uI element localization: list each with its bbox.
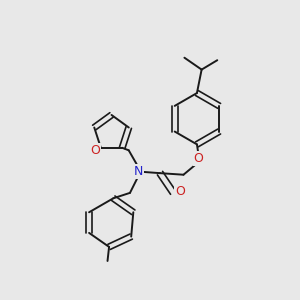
Text: N: N <box>134 165 143 178</box>
Text: O: O <box>175 185 185 198</box>
Text: O: O <box>194 152 203 165</box>
Text: O: O <box>90 144 100 157</box>
